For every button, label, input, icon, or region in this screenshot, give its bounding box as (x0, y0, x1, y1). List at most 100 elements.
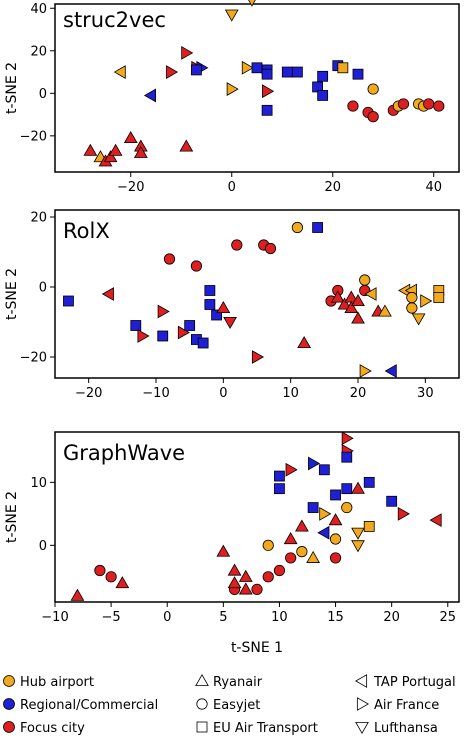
legend-hub-marker (3, 675, 15, 687)
point-focus-circle (433, 100, 445, 112)
x-tick-label: −20 (75, 386, 102, 401)
point-focus-triangle-up (216, 300, 231, 314)
panel-rolx-markers (63, 221, 445, 378)
point-focus-triangle-left (101, 287, 114, 301)
point-focus-circle (397, 98, 410, 110)
point-hub-circle (359, 274, 371, 286)
point-focus-triangle-up (83, 143, 98, 156)
legend: Hub airport Regional/Commercial Focus ci… (3, 673, 456, 736)
point-focus-circle (347, 100, 359, 112)
point-focus-triangle-left (429, 513, 442, 528)
legend-shape-triangle-left (354, 674, 368, 688)
legend-shape-triangle-down (355, 721, 369, 735)
point-regional-square (204, 285, 216, 296)
panel-graphwave: GraphWave t-SNE 2 t-SNE 1 −10 −5 0 5 10 15 20 2… (4, 431, 460, 656)
point-focus-triangle-right (285, 462, 298, 477)
point-regional-square (318, 464, 330, 476)
point-regional-square (317, 70, 329, 82)
legend-easyjet-marker (196, 698, 208, 710)
panel-rolx-frame (54, 209, 460, 379)
point-regional-square (157, 330, 169, 342)
point-regional-square (190, 64, 202, 76)
legend-tap-label: TAP Portugal (373, 675, 456, 690)
point-focus-triangle-up (328, 513, 343, 526)
point-focus-triangle-right (137, 329, 150, 343)
legend-role-focus: Focus city (3, 721, 85, 736)
point-hub-square (433, 292, 445, 303)
panel-graphwave-x-label: t-SNE 1 (231, 640, 283, 656)
point-hub-triangle-right (359, 364, 372, 378)
point-hub-triangle-down (351, 540, 365, 553)
legend-ryanair-label: Ryanair (213, 675, 263, 690)
legend-shape-triangle-right (356, 697, 370, 711)
point-focus-triangle-up (337, 297, 352, 310)
point-hub-triangle-up (306, 550, 321, 563)
point-regional-square (274, 470, 285, 482)
point-focus-circle (251, 583, 263, 596)
point-regional-triangle-left (143, 88, 157, 103)
point-focus-circle (273, 564, 286, 577)
y-tick-label: 0 (39, 87, 47, 102)
x-tick-label: 30 (417, 386, 434, 401)
panel-graphwave-frame (54, 431, 460, 603)
point-hub-circle (406, 291, 418, 304)
legend-shape-square (196, 721, 208, 733)
point-regional-square (281, 66, 293, 78)
point-regional-square (291, 66, 303, 78)
point-focus-triangle-up (115, 576, 130, 589)
panel-graphwave-title: GraphWave (63, 441, 185, 465)
legend-hub-label: Hub airport (20, 675, 94, 690)
legend-airline-ryanair: Ryanair (195, 673, 263, 690)
x-tick-label: 15 (327, 610, 344, 625)
point-regional-square (341, 451, 353, 463)
x-tick-label: 20 (350, 386, 367, 401)
point-regional-square (330, 489, 341, 501)
panel-struc2vec-frame (54, 3, 460, 173)
point-focus-triangle-up (133, 145, 148, 158)
point-focus-triangle-right (177, 325, 190, 340)
point-regional-square (251, 62, 263, 74)
point-hub-triangle-up (378, 304, 392, 317)
point-hub-circle (341, 501, 353, 514)
point-regional-square (184, 320, 196, 331)
point-focus-circle (262, 571, 274, 583)
point-focus-triangle-up (227, 576, 242, 589)
point-focus-triangle-right (166, 65, 179, 79)
point-focus-triangle-up (297, 335, 312, 349)
legend-eu-label: EU Air Transport (213, 721, 318, 736)
panel-graphwave-ticks: −10 −5 0 5 10 15 20 25 0 10 (30, 476, 456, 625)
point-focus-triangle-right (341, 431, 354, 446)
y-tick-label: −20 (20, 129, 47, 144)
point-regional-square (341, 483, 353, 495)
legend-shape-triangle-up (195, 673, 209, 687)
point-focus-circle (329, 552, 342, 564)
point-regional-square (386, 495, 398, 507)
legend-tap-marker (354, 674, 368, 688)
point-focus-triangle-up (103, 150, 118, 163)
legend-regional-label: Regional/Commercial (20, 698, 158, 713)
point-regional-square (274, 483, 285, 495)
legend-role-hub: Hub airport (3, 675, 94, 690)
y-tick-label: 10 (30, 476, 47, 491)
point-focus-triangle-up (351, 311, 365, 324)
point-regional-square (261, 68, 273, 80)
point-hub-triangle-right (226, 82, 239, 96)
legend-shape-circle (196, 698, 208, 710)
point-focus-triangle-right (397, 506, 410, 521)
point-hub-circle (262, 539, 274, 551)
panel-struc2vec-markers (83, 0, 445, 167)
panel-graphwave-markers (70, 431, 442, 601)
point-hub-triangle-left (113, 65, 126, 79)
point-focus-circle (105, 571, 117, 583)
point-regional-square (363, 476, 375, 488)
point-focus-triangle-right (157, 304, 170, 319)
point-regional-square (261, 104, 273, 116)
point-focus-circle (367, 111, 379, 123)
point-hub-circle (291, 221, 303, 234)
panel-graphwave-y-label: t-SNE 2 (4, 491, 20, 543)
point-focus-circle (94, 564, 106, 577)
point-hub-square (337, 62, 349, 74)
y-tick-label: 20 (30, 211, 47, 226)
point-focus-triangle-up (216, 544, 231, 557)
y-tick-label: 0 (39, 281, 47, 296)
